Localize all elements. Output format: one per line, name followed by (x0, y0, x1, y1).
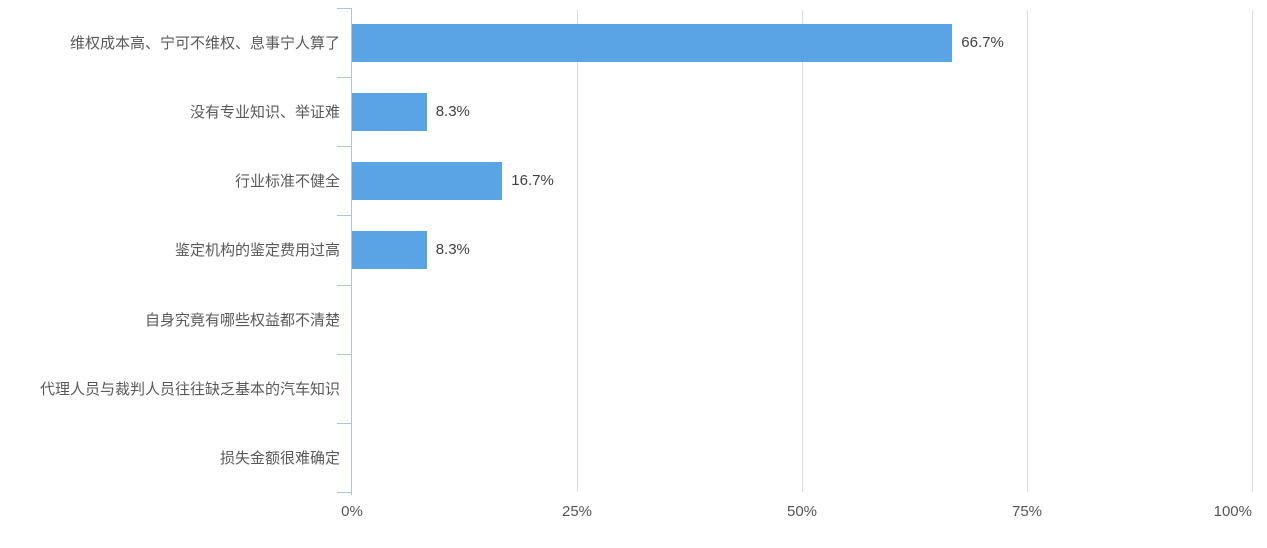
bar-rows: 66.7% 8.3% 16.7% 8.3% (352, 8, 1252, 492)
x-axis-labels: 0% 25% 50% 75% 100% (341, 503, 1252, 527)
bar-row (352, 285, 1252, 354)
category-label: 没有专业知识、举证难 (189, 104, 340, 122)
bar-row: 8.3% (352, 77, 1252, 146)
bar-row: 66.7% (352, 8, 1252, 77)
bar-row (352, 354, 1252, 423)
value-label: 16.7% (511, 172, 554, 190)
category-label: 自身究竟有哪些权益都不清楚 (144, 311, 340, 329)
x-axis-tick-label: 50% (786, 503, 818, 520)
plot-area: 66.7% 8.3% 16.7% 8.3% (337, 8, 1253, 495)
bar-row: 8.3% (352, 215, 1252, 284)
x-axis-tick-label: 25% (561, 503, 593, 520)
bar-row: 16.7% (352, 146, 1252, 215)
x-axis-tick-label: 100% (1213, 503, 1252, 520)
y-axis-ticks (337, 8, 1252, 493)
category-label: 损失金额很难确定 (219, 449, 340, 467)
x-axis-tick-label: 0% (341, 503, 363, 520)
category-label: 维权成本高、宁可不维权、息事宁人算了 (69, 35, 340, 53)
bar (352, 161, 503, 200)
y-axis-line (351, 8, 352, 495)
category-label: 行业标准不健全 (234, 173, 340, 191)
category-label: 代理人员与裁判人员往往缺乏基本的汽车知识 (39, 380, 340, 398)
x-axis-tick-label: 75% (1011, 503, 1043, 520)
value-label: 8.3% (435, 103, 470, 121)
bar (352, 230, 427, 269)
category-labels: 维权成本高、宁可不维权、息事宁人算了 没有专业知识、举证难 行业标准不健全 鉴定… (0, 8, 352, 492)
value-label: 66.7% (961, 34, 1004, 52)
bar (352, 92, 427, 131)
bar-row (352, 423, 1252, 492)
value-label: 8.3% (435, 241, 470, 259)
bar (352, 23, 953, 62)
category-label: 鉴定机构的鉴定费用过高 (174, 242, 340, 260)
gridlines (352, 8, 1253, 492)
